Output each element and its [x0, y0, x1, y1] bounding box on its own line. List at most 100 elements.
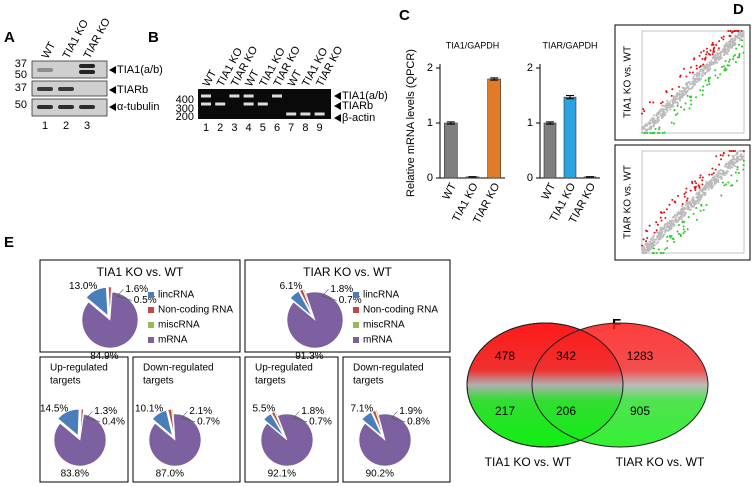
scatter-point — [652, 132, 655, 134]
scatter-point — [649, 132, 652, 134]
scatter-point — [658, 110, 661, 113]
gel-band — [272, 94, 282, 98]
scatter-point — [702, 85, 705, 88]
scatter-point — [716, 58, 719, 61]
scatter-point — [730, 174, 733, 177]
pie-slice — [167, 408, 175, 436]
scatter-point — [664, 113, 667, 116]
scatter-point — [649, 119, 652, 122]
legend-label: mRNA — [158, 335, 188, 346]
scatter-point — [737, 171, 740, 174]
scatter-point — [715, 178, 718, 181]
scatter-point — [733, 154, 736, 157]
scatter-point — [686, 94, 689, 97]
scatter-point — [695, 193, 698, 196]
pie-value-label: 90.2% — [366, 468, 394, 479]
scatter-point — [656, 121, 659, 124]
marker-label: 300 — [176, 103, 194, 115]
scatter-point — [695, 96, 698, 99]
scatter-point — [734, 171, 737, 174]
scatter-point — [712, 51, 715, 54]
scatter-point — [723, 184, 726, 187]
leader-line — [116, 295, 132, 301]
scatter-point — [706, 83, 709, 86]
scatter-point — [674, 216, 677, 219]
scatter-point — [655, 221, 658, 224]
scatter-point — [665, 208, 668, 211]
scatter-point — [683, 193, 686, 196]
pie-slice — [260, 413, 314, 467]
scatter-point — [729, 42, 732, 45]
scatter-point — [657, 112, 660, 115]
scatter-point — [732, 150, 735, 152]
scatter-point — [732, 163, 735, 166]
legend-swatch — [353, 292, 359, 298]
scatter-point — [668, 234, 671, 237]
scatter-point — [690, 202, 693, 205]
scatter-point — [674, 114, 677, 117]
lane-label: WT — [40, 40, 59, 61]
scatter-point — [681, 86, 684, 89]
blot-band — [58, 105, 74, 109]
scatter-point — [727, 50, 730, 53]
scatter-point — [641, 244, 644, 247]
scatter-point — [667, 101, 670, 104]
scatter-point — [667, 226, 670, 229]
scatter-point — [689, 189, 692, 192]
scatter-point — [719, 169, 722, 172]
scatter-point — [672, 95, 675, 98]
scatter-point — [683, 108, 686, 111]
scatter-point — [692, 204, 695, 207]
scatter-point — [698, 54, 701, 57]
scatter-point — [720, 56, 723, 59]
scatter-point — [720, 177, 723, 180]
scatter-point — [695, 206, 698, 209]
scatter-point — [643, 252, 646, 254]
legend-swatch — [353, 322, 359, 328]
venn-count: 1283 — [627, 349, 654, 363]
scatter-point — [663, 105, 666, 108]
scatter-point — [704, 66, 707, 69]
leader-line — [116, 288, 124, 297]
scatter-point — [663, 226, 666, 229]
scatter-point — [710, 60, 713, 63]
pie-panel — [342, 356, 451, 483]
venn-set — [531, 322, 709, 448]
scatter-point — [730, 184, 733, 187]
band-label: TIARb — [117, 84, 148, 96]
scatter-point — [720, 36, 723, 39]
scatter-point — [662, 252, 665, 254]
scatter-point — [653, 231, 656, 234]
legend-label: lincRNA — [158, 290, 194, 301]
scatter-point — [718, 172, 721, 175]
pie-title: targets — [255, 376, 286, 387]
scatter-point — [671, 88, 674, 91]
scatter-point — [683, 212, 686, 215]
legend-label: mRNA — [363, 335, 393, 346]
scatter-point — [731, 160, 734, 163]
scatter-point — [654, 119, 657, 122]
scatter-point — [678, 213, 681, 216]
scatter-point — [671, 237, 674, 240]
blot-band — [58, 87, 74, 91]
scatter-point — [652, 101, 655, 104]
pie-title: targets — [143, 376, 174, 387]
scatter-point — [701, 74, 704, 77]
pie-slice — [53, 413, 107, 467]
scatter-point — [710, 43, 713, 46]
y-tick-label: 0 — [527, 172, 533, 184]
scatter-point — [695, 75, 698, 78]
scatter-point — [727, 154, 730, 157]
scatter-point — [646, 237, 649, 240]
scatter-point — [655, 252, 658, 254]
scatter-point — [696, 71, 699, 74]
scatter-point — [656, 132, 659, 134]
scatter-point — [683, 89, 686, 92]
scatter-point — [668, 228, 671, 231]
scatter-point — [670, 94, 673, 97]
leader-line — [86, 411, 93, 419]
scatter-point — [731, 43, 734, 46]
scatter-point — [680, 90, 683, 93]
scatter-point — [700, 51, 703, 54]
scatter-point — [705, 71, 708, 74]
